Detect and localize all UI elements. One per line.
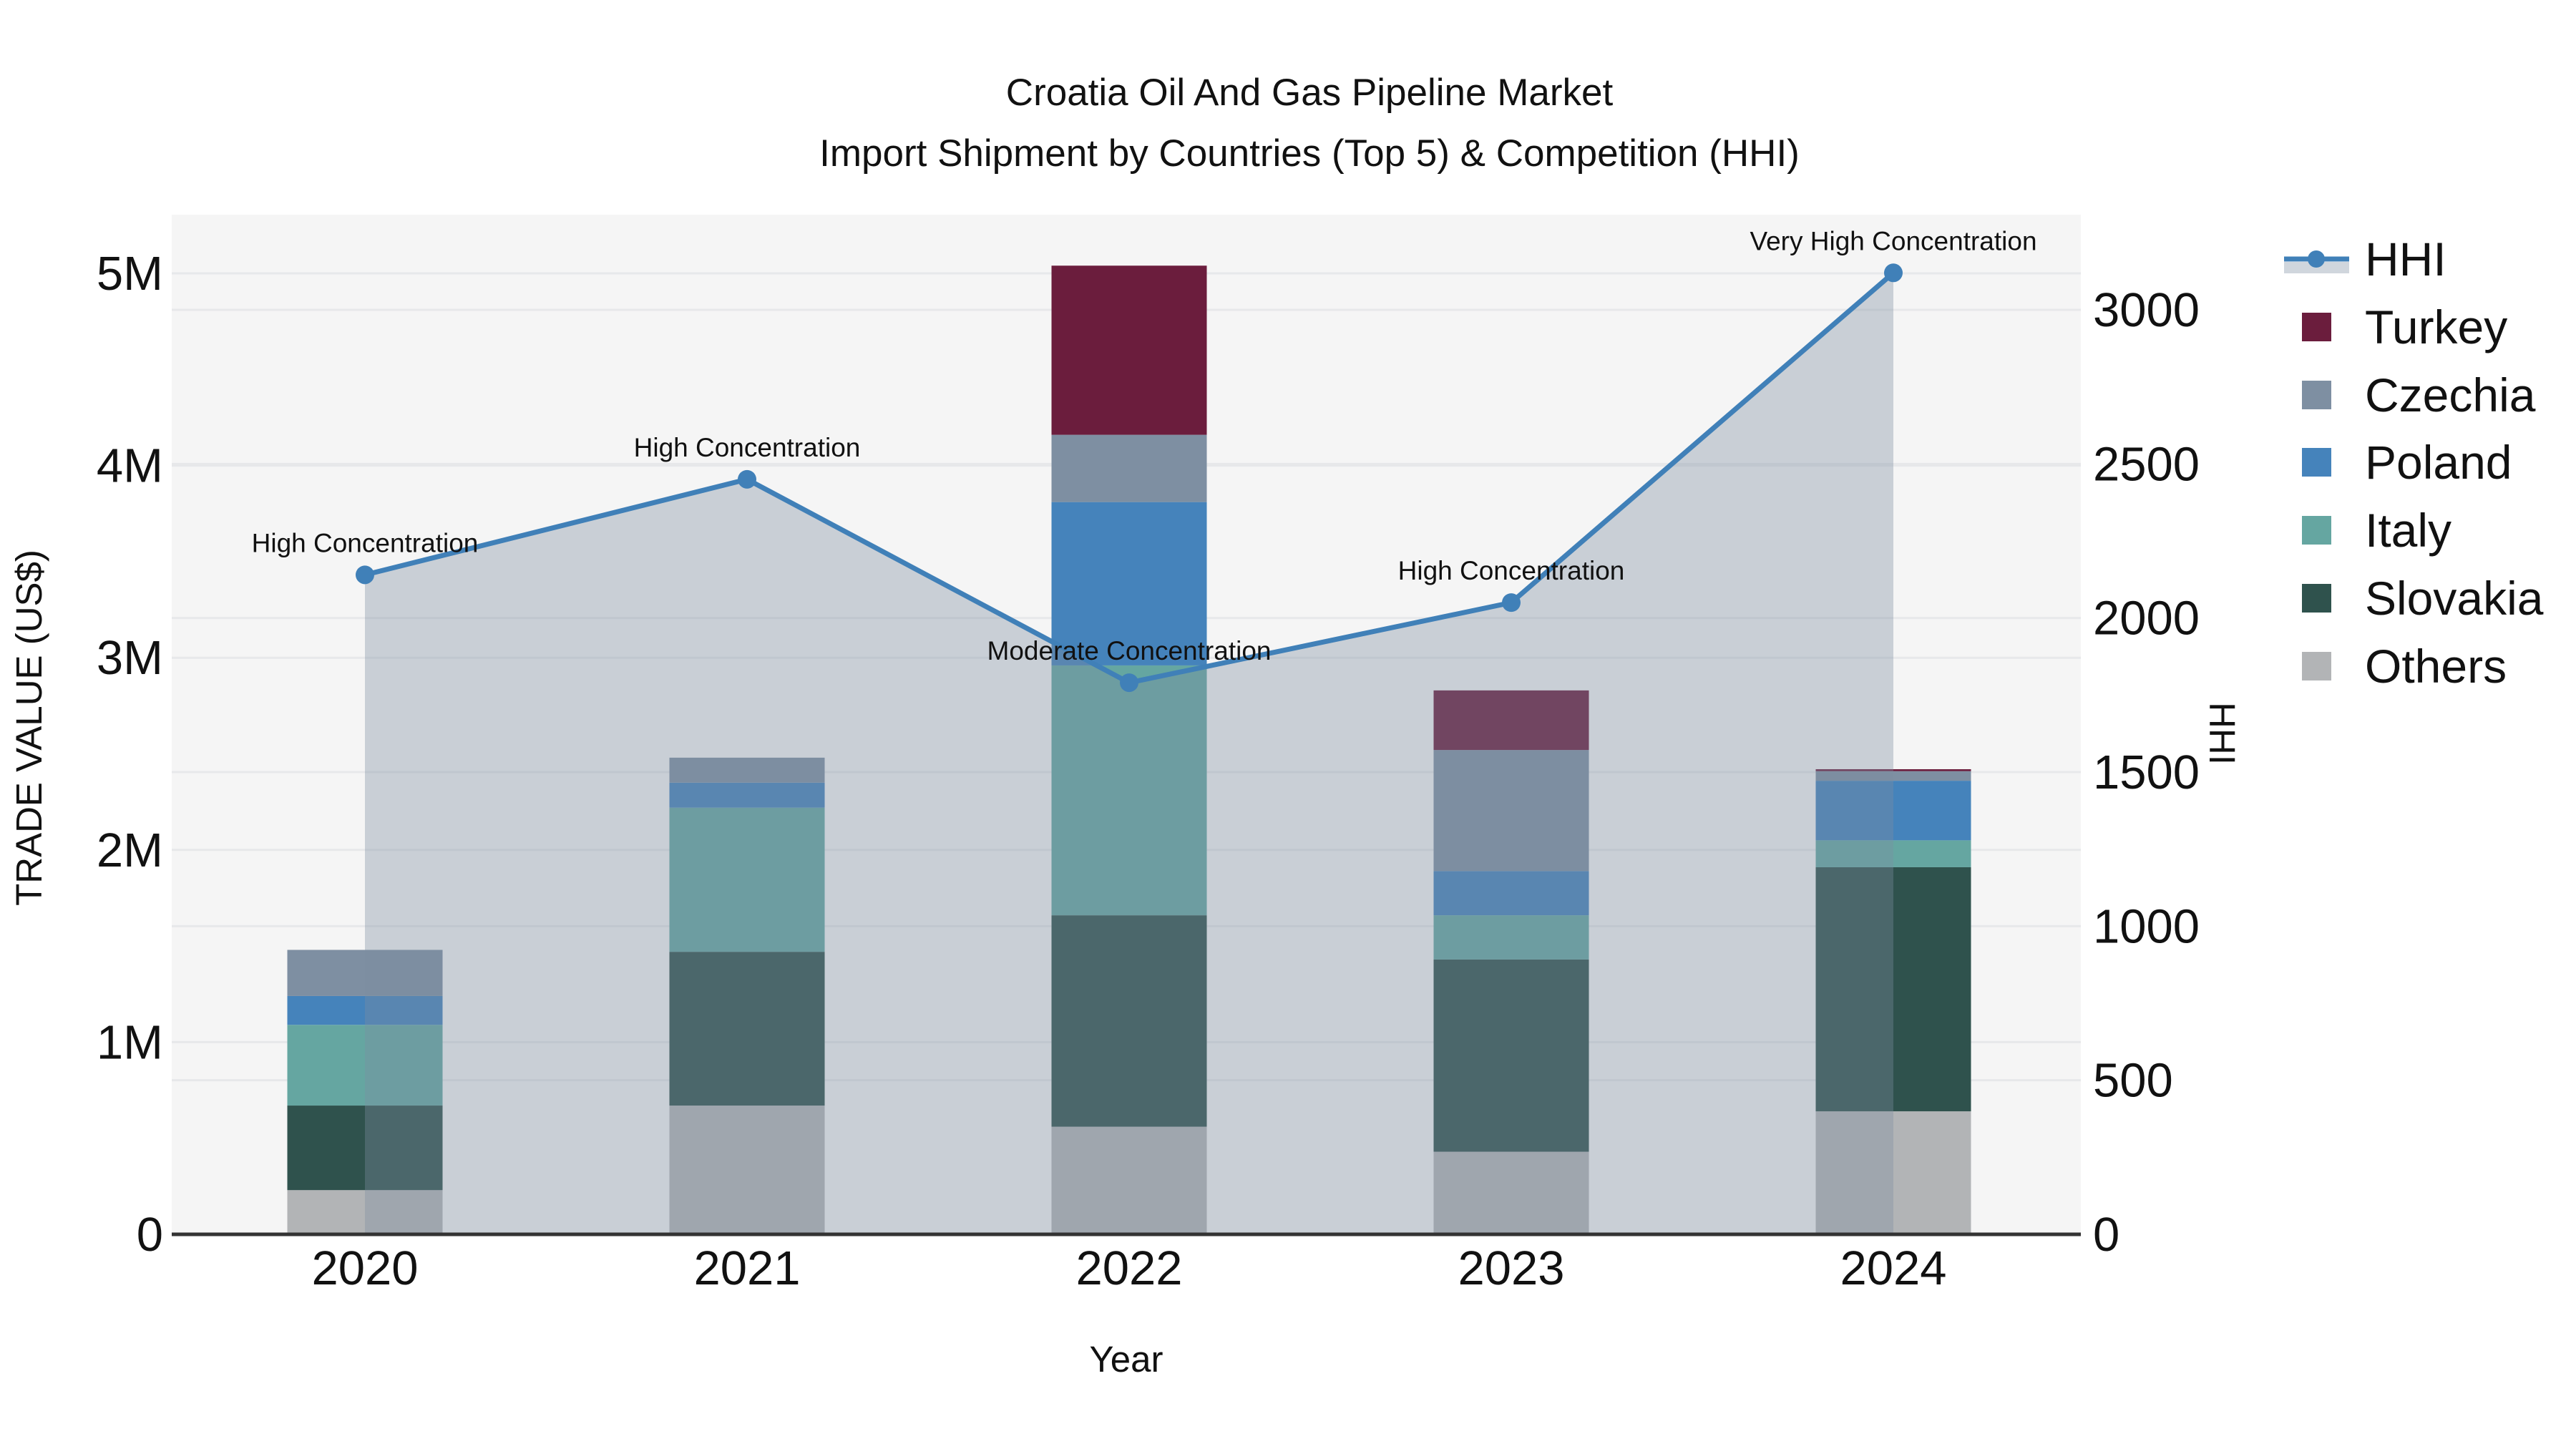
x-tick-2023: 2023 bbox=[1458, 1241, 1564, 1295]
hhi-marker-2021 bbox=[738, 469, 756, 489]
bar-segment-slovakia-2021 bbox=[669, 952, 825, 1106]
stacked-bars bbox=[287, 265, 1971, 1234]
chart-title-line2: Import Shipment by Countries (Top 5) & C… bbox=[819, 132, 1800, 175]
legend-swatch-poland bbox=[2302, 448, 2331, 477]
bar-segment-turkey-2022 bbox=[1051, 265, 1207, 435]
chart-title-line1: Croatia Oil And Gas Pipeline Market bbox=[1006, 72, 1614, 114]
bar-segment-czechia-2022 bbox=[1051, 434, 1207, 502]
bar-segment-turkey-2024 bbox=[1815, 769, 1971, 771]
right-tick-500: 500 bbox=[2093, 1054, 2173, 1108]
bar-segment-czechia-2020 bbox=[287, 950, 443, 996]
hhi-area-fill bbox=[365, 273, 1893, 1235]
bar-segment-italy-2020 bbox=[287, 1025, 443, 1106]
legend-swatch-turkey bbox=[2302, 313, 2331, 341]
right-tick-1500: 1500 bbox=[2093, 746, 2200, 799]
hhi-marker-2020 bbox=[356, 565, 374, 585]
x-tick-2022: 2022 bbox=[1075, 1241, 1182, 1295]
annotation-2021: High Concentration bbox=[634, 433, 861, 462]
left-tick-3M: 3M bbox=[97, 631, 163, 685]
bar-segment-czechia-2023 bbox=[1433, 750, 1589, 872]
hhi-line-layer bbox=[356, 263, 1903, 1235]
legend-hhi-area-swatch bbox=[2284, 262, 2349, 273]
bar-segment-czechia-2024 bbox=[1815, 771, 1971, 781]
bar-segment-turkey-2023 bbox=[1433, 690, 1589, 751]
left-tick-1M: 1M bbox=[97, 1015, 163, 1069]
bar-segment-poland-2023 bbox=[1433, 871, 1589, 916]
bar-segment-poland-2020 bbox=[287, 995, 443, 1025]
annotation-2022: Moderate Concentration bbox=[987, 636, 1272, 665]
x-tick-2020: 2020 bbox=[311, 1241, 418, 1295]
legend: HHI Turkey Czechia Poland Italy Slovakia Other… bbox=[2284, 233, 2544, 693]
bar-segment-poland-2024 bbox=[1815, 781, 1971, 841]
hhi-annotations: High Concentration High Concentration Mode… bbox=[252, 226, 2037, 665]
bar-segment-slovakia-2024 bbox=[1815, 867, 1971, 1112]
hhi-marker-2024 bbox=[1884, 263, 1903, 283]
legend-swatch-slovakia bbox=[2302, 584, 2331, 613]
legend-swatch-others bbox=[2302, 652, 2331, 680]
bar-segment-slovakia-2023 bbox=[1433, 959, 1589, 1152]
legend-hhi-marker-icon bbox=[2308, 250, 2325, 268]
right-axis-title: HHI bbox=[2202, 702, 2243, 765]
right-tick-2000: 2000 bbox=[2093, 592, 2200, 645]
bar-segment-others-2021 bbox=[669, 1106, 825, 1234]
left-axis-title: TRADE VALUE (US$) bbox=[9, 550, 49, 906]
legend-label-turkey: Turkey bbox=[2365, 301, 2507, 353]
bar-segment-others-2024 bbox=[1815, 1111, 1971, 1234]
legend-swatch-italy bbox=[2302, 516, 2331, 545]
left-tick-2M: 2M bbox=[97, 824, 163, 877]
legend-label-others: Others bbox=[2365, 640, 2507, 693]
right-tick-0: 0 bbox=[2093, 1208, 2119, 1262]
bar-segment-others-2022 bbox=[1051, 1126, 1207, 1234]
legend-label-hhi: HHI bbox=[2365, 233, 2446, 286]
legend-label-czechia: Czechia bbox=[2365, 369, 2536, 421]
x-tick-2021: 2021 bbox=[693, 1241, 800, 1295]
left-axis-tick-labels: 0 1M 2M 3M 4M 5M bbox=[97, 247, 163, 1262]
bar-segment-italy-2021 bbox=[669, 807, 825, 952]
bar-segment-italy-2022 bbox=[1051, 665, 1207, 916]
right-tick-2500: 2500 bbox=[2093, 437, 2200, 491]
legend-label-slovakia: Slovakia bbox=[2365, 572, 2544, 625]
bar-segment-italy-2023 bbox=[1433, 915, 1589, 960]
bar-segment-poland-2021 bbox=[669, 782, 825, 808]
left-tick-4M: 4M bbox=[97, 439, 163, 493]
x-axis-tick-labels: 2020 2021 2022 2023 2024 bbox=[311, 1241, 1946, 1295]
bar-segment-czechia-2021 bbox=[669, 757, 825, 783]
hhi-marker-2023 bbox=[1502, 593, 1521, 613]
right-axis-tick-labels: 0 500 1000 1500 2000 2500 3000 bbox=[2093, 283, 2200, 1262]
bar-segment-others-2020 bbox=[287, 1190, 443, 1234]
right-tick-1000: 1000 bbox=[2093, 899, 2200, 953]
annotation-2023: High Concentration bbox=[1398, 556, 1625, 585]
bar-segment-poland-2022 bbox=[1051, 502, 1207, 665]
annotation-2020: High Concentration bbox=[252, 528, 479, 557]
legend-swatch-czechia bbox=[2302, 381, 2331, 409]
annotation-2024: Very High Concentration bbox=[1750, 226, 2036, 255]
legend-label-poland: Poland bbox=[2365, 436, 2512, 489]
right-tick-3000: 3000 bbox=[2093, 283, 2200, 337]
bar-segment-italy-2024 bbox=[1815, 840, 1971, 867]
legend-label-italy: Italy bbox=[2365, 504, 2451, 557]
x-tick-2024: 2024 bbox=[1840, 1241, 1946, 1295]
bar-segment-slovakia-2020 bbox=[287, 1106, 443, 1191]
bar-segment-others-2023 bbox=[1433, 1151, 1589, 1234]
hhi-marker-2022 bbox=[1120, 673, 1138, 693]
left-tick-0: 0 bbox=[137, 1208, 163, 1262]
bar-segment-slovakia-2022 bbox=[1051, 915, 1207, 1127]
x-axis-title: Year bbox=[1089, 1339, 1163, 1380]
left-tick-5M: 5M bbox=[97, 247, 163, 301]
